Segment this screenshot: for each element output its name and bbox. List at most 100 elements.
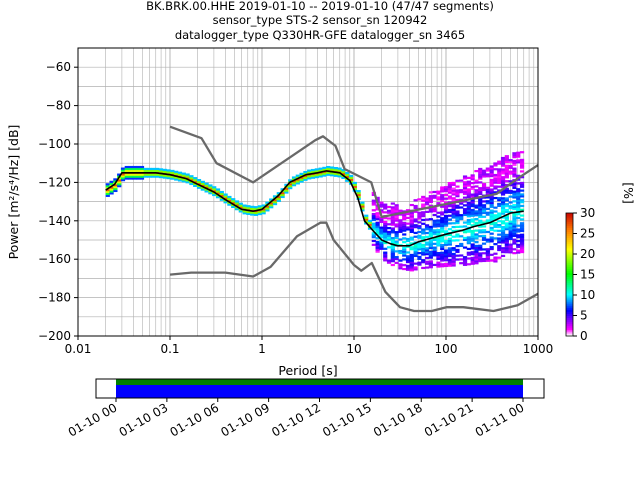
psd-cell bbox=[428, 256, 433, 259]
psd-cell bbox=[474, 248, 479, 251]
psd-cell bbox=[345, 175, 350, 179]
psd-cell bbox=[470, 199, 475, 202]
psd-cell bbox=[174, 170, 179, 173]
psd-cell bbox=[105, 183, 110, 186]
psd-cell bbox=[470, 231, 475, 235]
psd-cell bbox=[481, 231, 487, 234]
psd-cell bbox=[500, 231, 506, 234]
psd-cell bbox=[478, 175, 483, 178]
psd-cell bbox=[481, 175, 487, 178]
psd-cell bbox=[500, 239, 506, 242]
colorbar-segment bbox=[566, 333, 573, 337]
psd-cell bbox=[139, 173, 145, 176]
colorbar-segment bbox=[566, 274, 573, 278]
psd-cell bbox=[440, 253, 445, 256]
psd-cell bbox=[478, 192, 483, 196]
colorbar-segment bbox=[566, 303, 573, 306]
psd-cell bbox=[333, 172, 338, 175]
psd-cell bbox=[250, 211, 255, 214]
psd-cell bbox=[455, 206, 460, 209]
psd-cell bbox=[519, 199, 525, 202]
psd-cell bbox=[493, 206, 498, 209]
psd-cell bbox=[516, 236, 521, 239]
psd-cell bbox=[136, 165, 141, 169]
psd-cell bbox=[398, 263, 403, 266]
colorbar-segment bbox=[566, 235, 573, 239]
psd-cell bbox=[428, 254, 433, 257]
psd-cell bbox=[478, 260, 483, 263]
psd-cell bbox=[497, 220, 502, 223]
psd-cell bbox=[512, 219, 517, 222]
psd-cell bbox=[436, 211, 441, 214]
psd-cell bbox=[269, 204, 274, 207]
psd-cell bbox=[409, 225, 414, 228]
psd-cell bbox=[409, 265, 414, 268]
psd-cell bbox=[516, 249, 521, 252]
psd-cell bbox=[402, 225, 407, 228]
psd-cell bbox=[485, 200, 490, 203]
psd-cell bbox=[428, 252, 433, 255]
psd-cell bbox=[329, 166, 335, 169]
psd-cell bbox=[405, 209, 411, 212]
psd-cell bbox=[151, 175, 156, 178]
psd-cell bbox=[181, 174, 186, 177]
psd-cell bbox=[443, 241, 449, 244]
psd-cell bbox=[508, 159, 513, 162]
psd-cell bbox=[234, 202, 240, 205]
psd-cell bbox=[516, 230, 521, 233]
psd-cell bbox=[497, 223, 502, 227]
psd-cell bbox=[489, 180, 494, 183]
psd-cell bbox=[402, 237, 407, 240]
psd-cell bbox=[383, 238, 388, 241]
psd-cell bbox=[337, 169, 342, 172]
psd-cell bbox=[451, 252, 456, 256]
psd-cell bbox=[478, 254, 483, 257]
psd-cell bbox=[421, 215, 426, 218]
psd-cell bbox=[500, 164, 506, 167]
psd-cell bbox=[519, 250, 525, 254]
psd-cell bbox=[367, 219, 373, 223]
psd-cell bbox=[455, 248, 460, 252]
psd-cell bbox=[143, 167, 148, 171]
psd-cell bbox=[413, 218, 418, 221]
psd-cell bbox=[516, 199, 521, 202]
psd-cell bbox=[455, 254, 460, 257]
psd-cell bbox=[508, 245, 513, 248]
psd-cell bbox=[519, 243, 525, 246]
colorbar-segment bbox=[566, 237, 573, 241]
psd-cell bbox=[398, 209, 403, 212]
colorbar-segment bbox=[566, 231, 573, 234]
psd-cell bbox=[516, 245, 521, 248]
psd-cell bbox=[519, 158, 525, 162]
psd-cell bbox=[383, 211, 388, 214]
psd-cell bbox=[481, 183, 487, 186]
x-tick-label: 10 bbox=[346, 342, 361, 356]
psd-cell bbox=[485, 250, 490, 253]
psd-cell bbox=[436, 238, 441, 241]
psd-cell bbox=[432, 246, 437, 249]
psd-cell bbox=[481, 200, 487, 203]
psd-cell bbox=[516, 203, 521, 206]
psd-cell bbox=[375, 206, 380, 209]
psd-cell bbox=[295, 180, 300, 183]
psd-cell bbox=[375, 208, 380, 211]
psd-cell bbox=[402, 233, 407, 236]
psd-cell bbox=[504, 164, 509, 167]
psd-cell bbox=[478, 208, 483, 211]
psd-cell bbox=[512, 169, 517, 172]
psd-cell bbox=[284, 183, 289, 186]
psd-cell bbox=[109, 192, 114, 195]
y-tick-label: −200 bbox=[38, 329, 71, 343]
psd-cell bbox=[443, 257, 449, 260]
psd-cell bbox=[193, 184, 198, 187]
psd-cell bbox=[440, 199, 445, 203]
psd-cell bbox=[386, 230, 392, 234]
psd-cell bbox=[508, 249, 513, 252]
psd-cell bbox=[474, 229, 479, 232]
psd-cell bbox=[489, 222, 494, 226]
psd-cell bbox=[253, 213, 259, 216]
psd-cell bbox=[379, 243, 384, 247]
psd-cell bbox=[462, 183, 468, 186]
psd-cell bbox=[409, 226, 414, 230]
colorbar-segment bbox=[566, 284, 573, 288]
